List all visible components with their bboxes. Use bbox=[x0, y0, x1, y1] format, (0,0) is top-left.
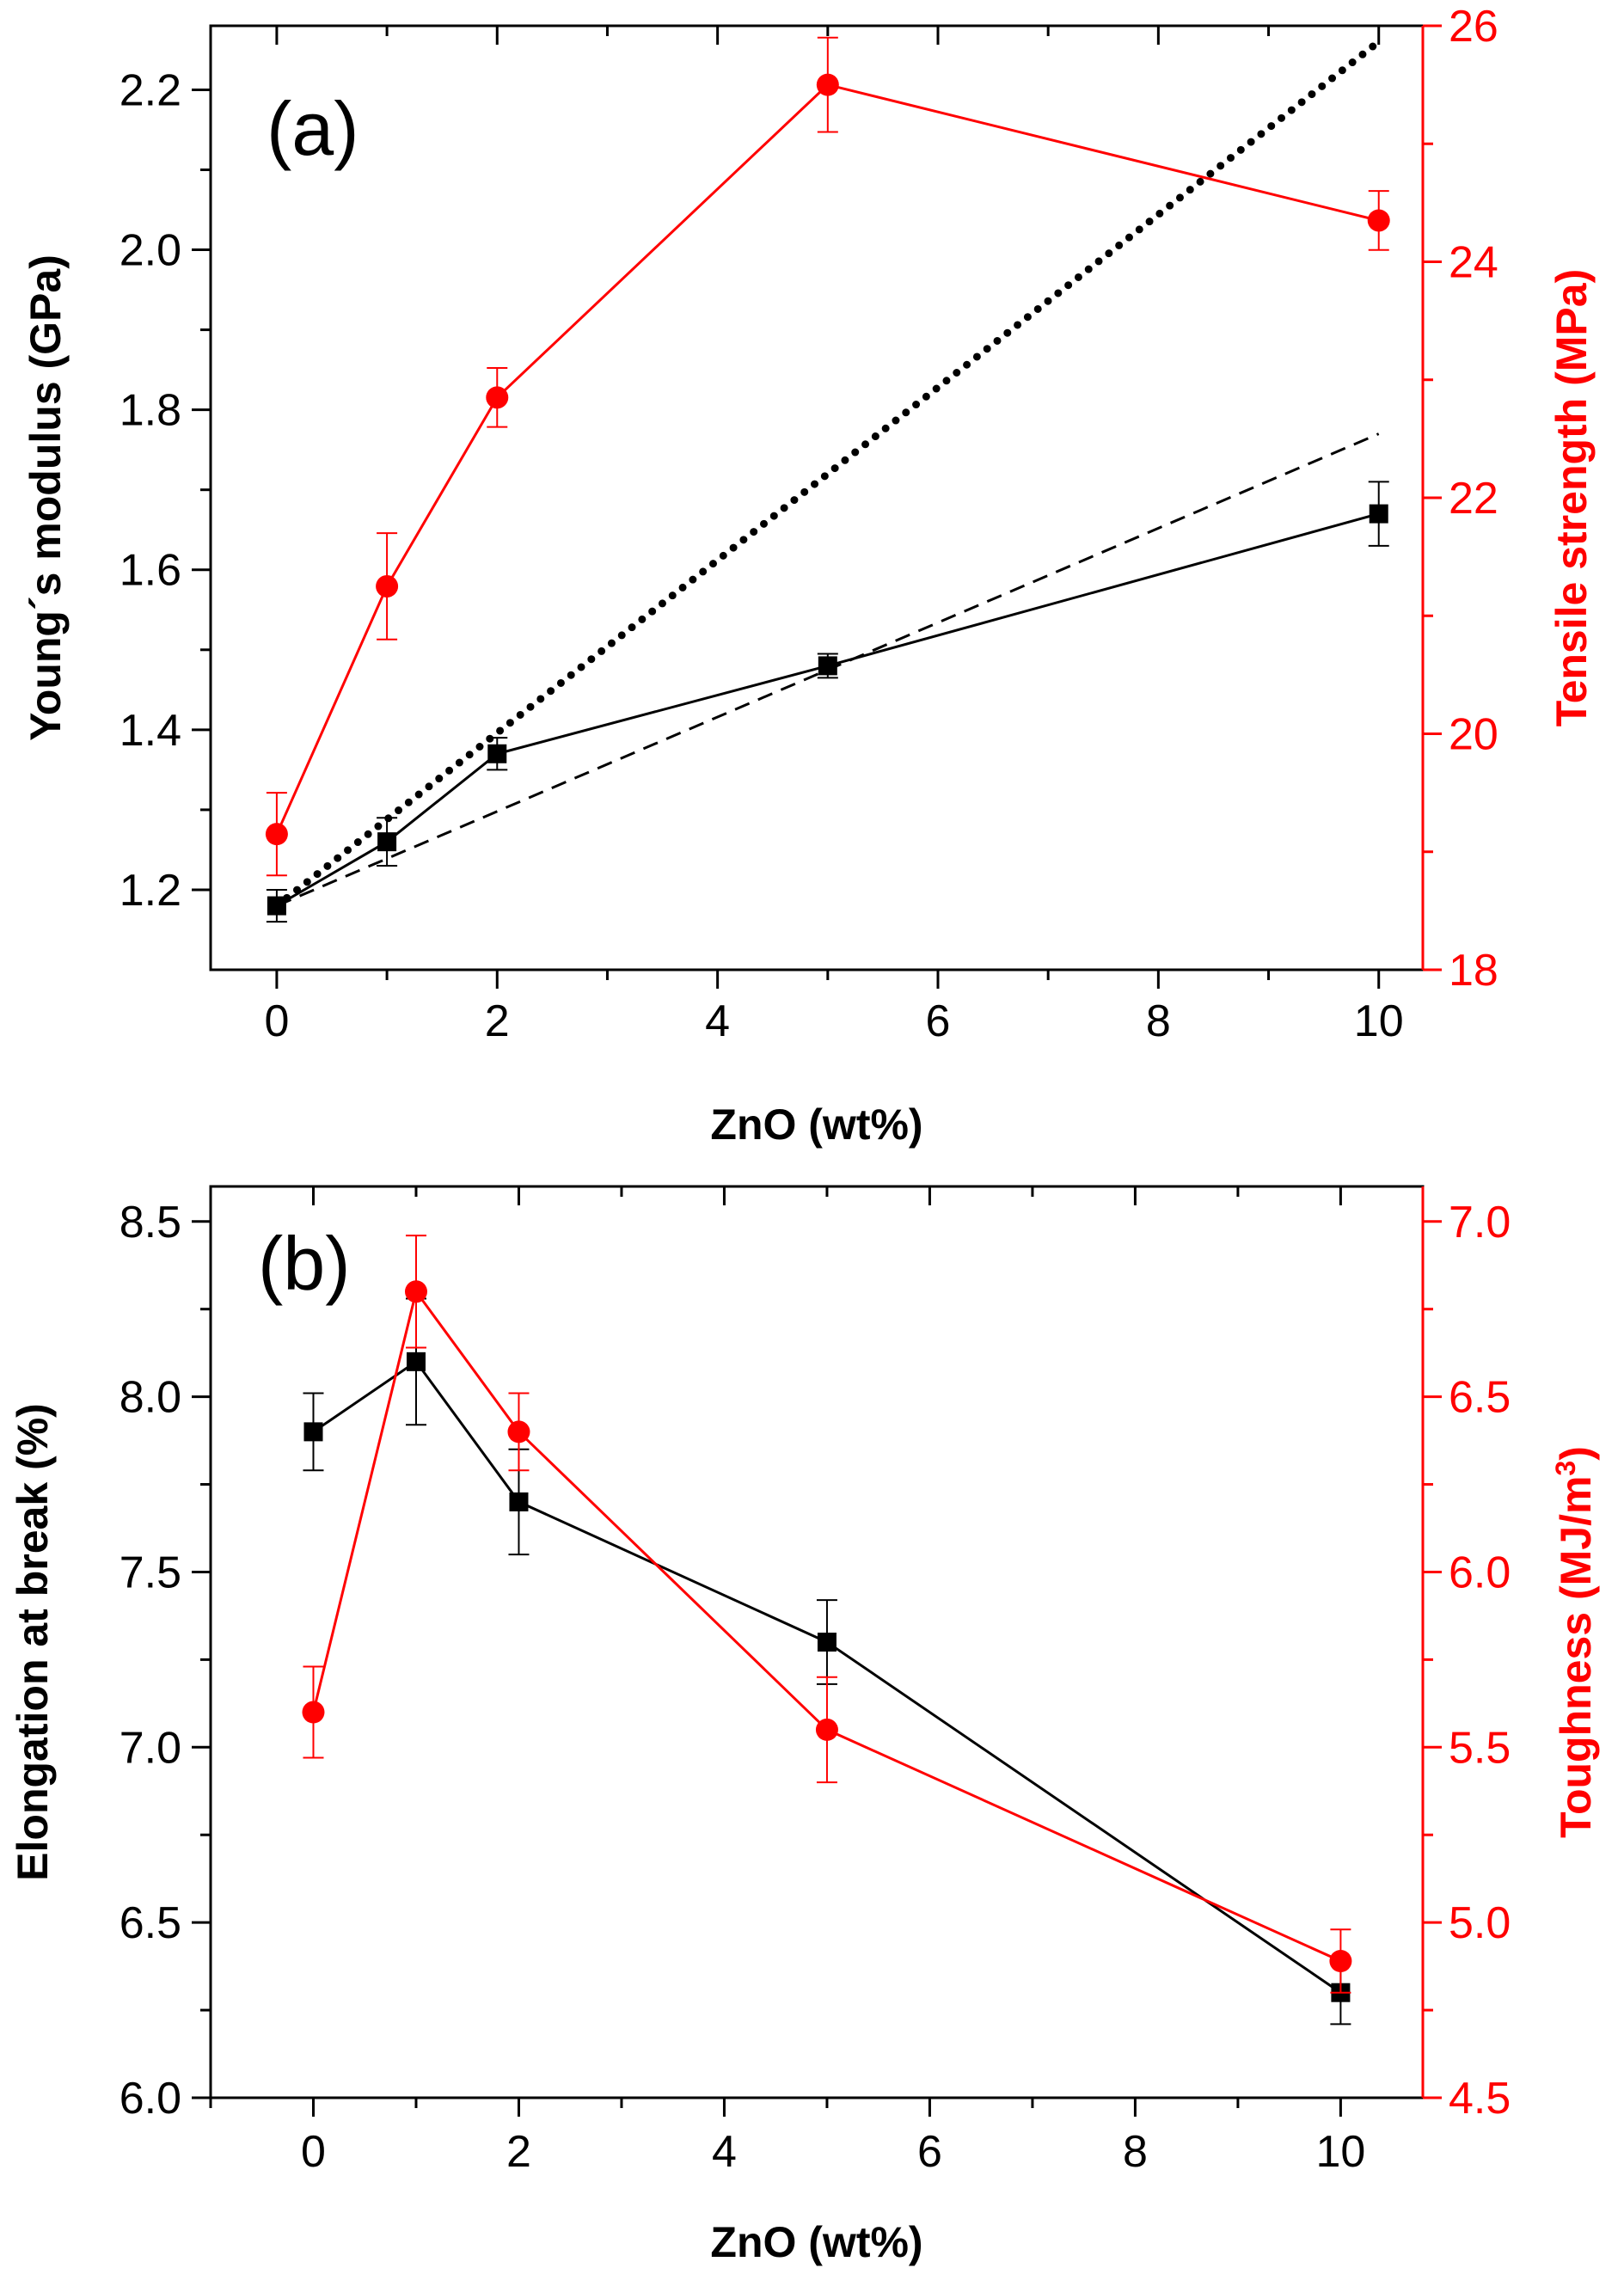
x-tick-label: 0 bbox=[301, 2127, 326, 2177]
square-marker bbox=[487, 744, 507, 763]
y-right-tick-label: 6.0 bbox=[1449, 1548, 1511, 1597]
circle-marker bbox=[404, 1280, 427, 1303]
y-left-tick-label: 2.0 bbox=[120, 226, 181, 276]
y-right-tick-label: 24 bbox=[1449, 238, 1498, 288]
square-marker bbox=[817, 1633, 837, 1652]
x-tick-label: 4 bbox=[705, 996, 730, 1046]
y-right-tick-label: 22 bbox=[1449, 474, 1498, 524]
chart-panel-1: 0 2 4 6 8 10 6.0 6.5 7.0 7.5 8.0 8.5 4.5 5.0 5.5 6.0 6.5… bbox=[9, 1185, 1600, 2266]
square-marker bbox=[1369, 504, 1388, 524]
x-tick-label: 8 bbox=[1146, 996, 1171, 1046]
y-right-axis-title-close: ) bbox=[1552, 1446, 1600, 1461]
x-tick-label: 6 bbox=[926, 996, 951, 1046]
square-marker bbox=[406, 1352, 426, 1371]
y-right-axis-title-main: Toughness (MJ/m bbox=[1552, 1476, 1600, 1838]
circle-marker bbox=[1329, 1950, 1352, 1972]
circle-marker bbox=[376, 574, 399, 598]
panel-label: (a) bbox=[267, 86, 359, 171]
x-tick-label: 10 bbox=[1354, 996, 1404, 1046]
y-left-axis-title: Elongation at break (%) bbox=[9, 1403, 57, 1881]
circle-marker bbox=[507, 1420, 530, 1443]
panel-label: (b) bbox=[258, 1221, 351, 1306]
series-line-1 bbox=[275, 83, 1380, 835]
circle-marker bbox=[265, 823, 288, 846]
y-right-tick-label: 4.5 bbox=[1449, 2074, 1511, 2124]
plot-frame bbox=[209, 1185, 1425, 2099]
square-marker bbox=[377, 832, 397, 852]
y-right-tick-label: 18 bbox=[1449, 946, 1498, 996]
circle-marker bbox=[302, 1701, 325, 1724]
series-line-0 bbox=[276, 512, 1380, 907]
y-right-axis-title-superscript: 3 bbox=[1550, 1461, 1581, 1476]
y-right-tick-label: 20 bbox=[1449, 710, 1498, 760]
circle-marker bbox=[816, 73, 839, 96]
square-marker bbox=[509, 1492, 529, 1511]
y-right-axis-title: Toughness (MJ/m3) bbox=[1550, 1446, 1600, 1838]
circle-marker bbox=[486, 386, 509, 409]
y-left-tick-label: 8.5 bbox=[120, 1198, 181, 1247]
x-tick-label: 0 bbox=[264, 996, 289, 1046]
y-right-tick-label: 7.0 bbox=[1449, 1198, 1511, 1247]
x-axis-title: ZnO (wt%) bbox=[710, 2218, 922, 2266]
x-tick-label: 2 bbox=[506, 2127, 531, 2177]
x-tick-label: 6 bbox=[917, 2127, 942, 2177]
x-tick-label: 8 bbox=[1123, 2127, 1148, 2177]
y-right-tick-label: 5.5 bbox=[1449, 1723, 1511, 1773]
y-left-tick-label: 6.5 bbox=[120, 1898, 181, 1948]
y-right-tick-label: 5.0 bbox=[1449, 1898, 1511, 1948]
x-tick-label: 2 bbox=[485, 996, 510, 1046]
circle-marker bbox=[815, 1718, 838, 1741]
y-left-tick-label: 6.0 bbox=[120, 2074, 181, 2124]
y-left-tick-label: 2.2 bbox=[120, 65, 181, 115]
y-right-tick-label: 26 bbox=[1449, 2, 1498, 52]
y-left-tick-label: 7.5 bbox=[120, 1548, 181, 1597]
square-marker bbox=[267, 896, 286, 916]
y-left-tick-label: 1.2 bbox=[120, 866, 181, 916]
y-left-tick-label: 1.4 bbox=[120, 706, 181, 756]
y-left-tick-label: 1.6 bbox=[120, 546, 181, 596]
y-left-tick-label: 7.0 bbox=[120, 1723, 181, 1773]
plot-frame bbox=[209, 24, 1425, 972]
x-axis-title: ZnO (wt%) bbox=[710, 1100, 922, 1149]
dotted-reference-line-2 bbox=[273, 38, 1383, 910]
y-left-tick-label: 8.0 bbox=[120, 1373, 181, 1423]
y-left-tick-label: 1.8 bbox=[120, 386, 181, 436]
circle-marker bbox=[1367, 209, 1390, 232]
x-tick-label: 10 bbox=[1315, 2127, 1365, 2177]
x-tick-label: 4 bbox=[712, 2127, 737, 2177]
square-marker bbox=[818, 656, 837, 676]
y-right-tick-label: 6.5 bbox=[1449, 1373, 1511, 1423]
y-left-axis-title: Young´s modulus (GPa) bbox=[21, 254, 70, 741]
y-right-axis-title: Tensile strength (MPa) bbox=[1547, 269, 1596, 726]
square-marker bbox=[303, 1422, 323, 1442]
